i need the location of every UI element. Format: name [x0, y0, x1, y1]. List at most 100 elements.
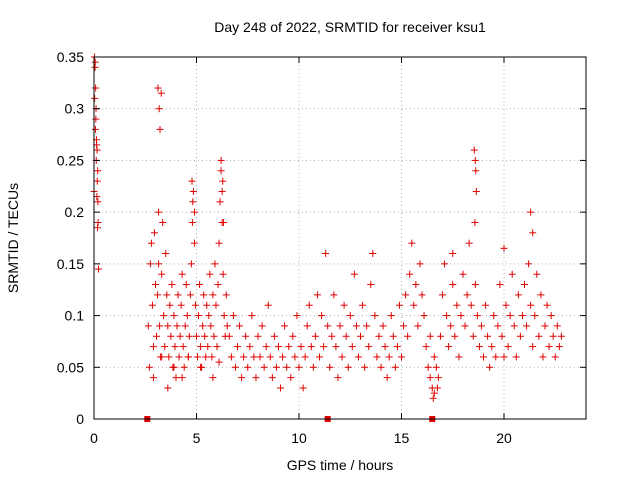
data-point — [508, 270, 516, 278]
data-point — [441, 260, 449, 268]
data-point — [326, 363, 334, 371]
data-point — [516, 332, 524, 340]
data-point — [156, 125, 164, 133]
data-point — [219, 270, 227, 278]
data-point — [154, 291, 162, 299]
data-point — [148, 301, 156, 309]
data-point — [514, 291, 522, 299]
y-tick-label: 0.25 — [57, 152, 84, 168]
data-point — [254, 332, 262, 340]
data-point — [498, 332, 506, 340]
data-point — [429, 394, 437, 402]
data-point — [470, 146, 478, 154]
data-point — [367, 281, 375, 289]
data-point — [465, 239, 473, 247]
data-point — [154, 84, 162, 92]
data-point — [270, 332, 278, 340]
data-point — [155, 208, 163, 216]
data-point — [167, 332, 175, 340]
data-point — [213, 343, 221, 351]
data-point — [541, 322, 549, 330]
data-point — [189, 187, 197, 195]
data-point — [188, 218, 196, 226]
data-point — [432, 363, 440, 371]
data-point — [445, 343, 453, 351]
y-tick-label: 0.3 — [65, 101, 85, 117]
data-point — [146, 260, 154, 268]
data-point — [145, 363, 153, 371]
data-point — [477, 322, 485, 330]
data-point — [518, 312, 526, 320]
data-point — [188, 177, 196, 185]
data-point — [416, 260, 424, 268]
data-point — [555, 343, 563, 351]
chart-title: Day 248 of 2022, SRMTID for receiver ksu… — [214, 19, 486, 35]
data-point — [457, 312, 465, 320]
data-point — [420, 312, 428, 320]
data-point — [342, 332, 350, 340]
data-point — [191, 301, 199, 309]
data-point — [287, 374, 295, 382]
data-point — [216, 198, 224, 206]
data-point — [157, 89, 165, 97]
data-point — [434, 374, 442, 382]
data-point — [289, 332, 297, 340]
data-point — [275, 343, 282, 351]
data-points — [90, 53, 565, 422]
data-point — [410, 301, 418, 309]
data-point — [490, 312, 498, 320]
data-point — [400, 322, 408, 330]
data-point — [439, 291, 446, 299]
data-point — [318, 312, 326, 320]
data-point — [266, 353, 274, 361]
y-tick-label: 0.2 — [65, 204, 85, 220]
data-point — [471, 218, 479, 226]
data-point — [449, 250, 457, 258]
data-point — [250, 353, 258, 361]
data-point — [291, 353, 299, 361]
data-point — [94, 198, 102, 206]
data-point — [373, 353, 381, 361]
data-point — [238, 374, 246, 382]
data-point — [264, 301, 272, 309]
data-point — [225, 332, 233, 340]
data-point — [174, 291, 182, 299]
data-point — [504, 343, 512, 351]
data-point — [219, 177, 227, 185]
data-point — [469, 332, 477, 340]
data-point — [361, 363, 369, 371]
grid-lines — [94, 57, 586, 419]
data-point — [426, 374, 434, 382]
data-point — [529, 229, 537, 237]
data-point — [212, 301, 220, 309]
data-point — [91, 94, 99, 102]
data-point — [447, 322, 455, 330]
data-point — [194, 353, 202, 361]
data-point — [189, 198, 197, 206]
data-point — [215, 358, 223, 366]
data-point — [183, 312, 191, 320]
data-point — [223, 322, 231, 330]
data-point — [179, 343, 187, 351]
data-point — [391, 363, 399, 371]
x-tick-label: 15 — [394, 430, 410, 446]
data-point — [418, 291, 426, 299]
data-point — [92, 115, 100, 123]
data-point — [486, 363, 494, 371]
data-point — [165, 353, 173, 361]
data-point — [472, 167, 480, 175]
data-point — [160, 312, 168, 320]
data-point — [453, 301, 461, 309]
data-point — [217, 167, 225, 175]
plot-frame — [93, 56, 587, 420]
data-point — [283, 363, 291, 371]
data-point — [406, 270, 414, 278]
data-point — [535, 332, 543, 340]
data-point — [93, 177, 101, 185]
data-point — [309, 363, 317, 371]
data-point — [197, 343, 205, 351]
data-point — [210, 332, 218, 340]
data-point — [475, 343, 483, 351]
y-tick-label: 0.15 — [57, 256, 84, 272]
data-point — [549, 332, 557, 340]
